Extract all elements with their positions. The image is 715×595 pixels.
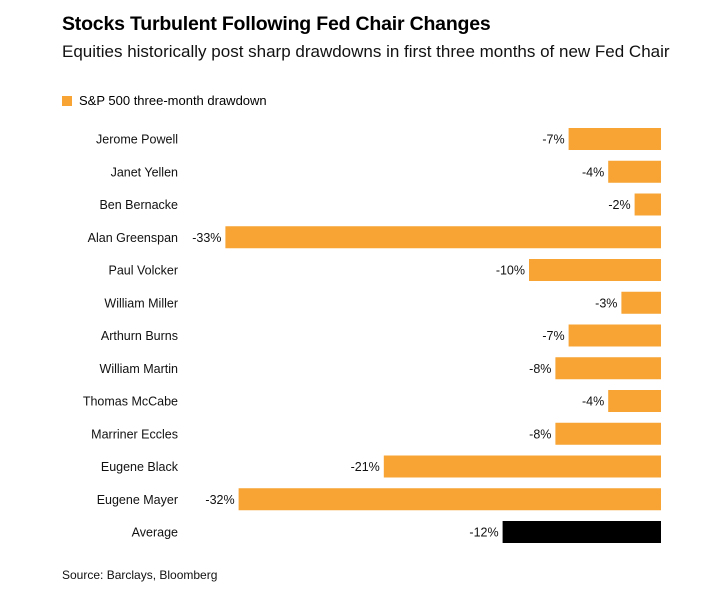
category-label-paul-volcker: Paul Volcker [109,264,178,278]
value-label-arthurn-burns: -7% [542,329,564,343]
bar-eugene-black [383,455,661,478]
category-label-arthurn-burns: Arthurn Burns [101,329,178,343]
value-label-marriner-eccles: -8% [529,427,551,441]
category-label-alan-greenspan: Alan Greenspan [88,231,178,245]
legend-swatch [62,95,72,106]
value-label-paul-volcker: -10% [496,264,525,278]
value-label-alan-greenspan: -33% [192,231,221,245]
value-label-william-miller: -3% [595,296,617,310]
category-label-thomas-mccabe: Thomas McCabe [83,395,178,409]
value-label-ben-bernacke: -2% [608,198,630,212]
bar-marriner-eccles [555,422,661,445]
legend: S&P 500 three-month drawdown [62,93,267,108]
category-label-ben-bernacke: Ben Bernacke [99,198,178,212]
value-label-thomas-mccabe: -4% [582,395,604,409]
category-label-eugene-black: Eugene Black [101,460,179,474]
bar-jerome-powell [568,128,661,150]
bar-william-martin [555,357,661,380]
chart-subtitle: Equities historically post sharp drawdow… [62,42,670,61]
bar-william-miller [621,291,661,314]
value-label-eugene-black: -21% [351,460,380,474]
bar-thomas-mccabe [608,390,661,412]
value-label-janet-yellen: -4% [582,165,604,179]
category-label-william-miller: William Miller [104,296,178,310]
value-label-jerome-powell: -7% [542,133,564,147]
bar-ben-bernacke [634,193,661,216]
bar-janet-yellen [608,160,661,183]
bar-average [502,521,661,543]
bar-eugene-mayer [238,488,661,511]
category-label-eugene-mayer: Eugene Mayer [97,493,178,507]
value-label-average: -12% [469,526,498,540]
source-note: Source: Barclays, Bloomberg [62,568,218,582]
category-label-jerome-powell: Jerome Powell [96,133,178,147]
bar-paul-volcker [529,259,661,281]
value-label-william-martin: -8% [529,362,551,376]
category-label-william-martin: William Martin [100,362,179,376]
chart-title: Stocks Turbulent Following Fed Chair Cha… [62,13,491,35]
bar-alan-greenspan [225,226,661,249]
category-label-janet-yellen: Janet Yellen [111,165,178,179]
bar-arthurn-burns [568,324,661,347]
legend-label: S&P 500 three-month drawdown [79,93,267,108]
category-label-average: Average [132,526,178,540]
category-label-marriner-eccles: Marriner Eccles [91,427,178,441]
value-label-eugene-mayer: -32% [205,493,234,507]
